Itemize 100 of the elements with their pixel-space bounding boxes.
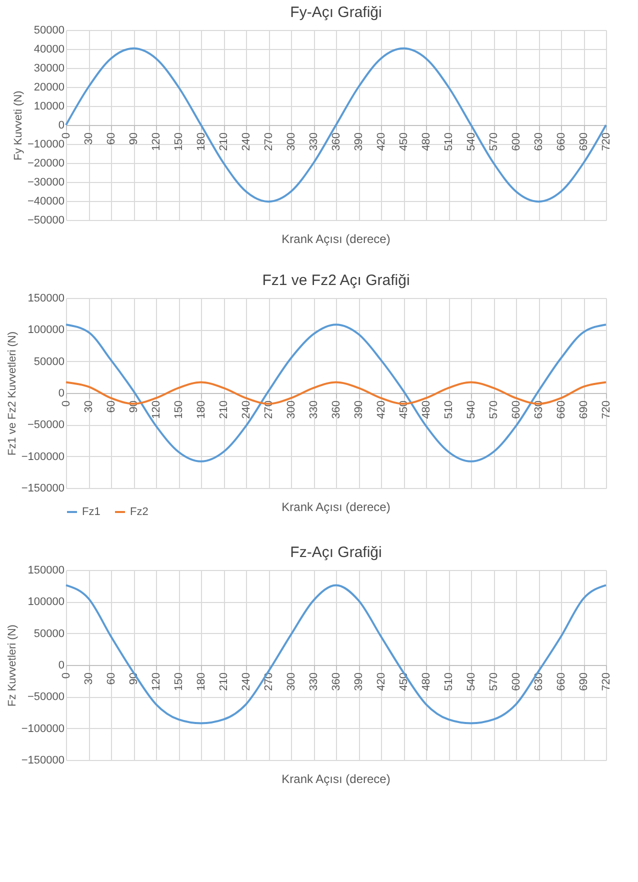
x-tick-label: 510	[443, 672, 455, 691]
x-tick-label: 690	[578, 400, 590, 419]
y-tick-label: −150000	[21, 754, 64, 766]
x-tick-label: 630	[533, 132, 545, 151]
x-tick-label: 270	[263, 132, 275, 151]
x-tick-label: 60	[106, 672, 118, 685]
x-tick-label: 600	[510, 400, 522, 419]
x-tick-label: 330	[308, 132, 320, 151]
x-tick-label: 480	[420, 672, 432, 691]
y-tick-label: −100000	[21, 722, 64, 735]
x-tick-label: 330	[308, 672, 320, 691]
x-tick-label: 600	[510, 672, 522, 691]
x-tick-label: 300	[286, 672, 298, 691]
x-tick-label: 660	[556, 132, 568, 151]
y-tick-label: 50000	[34, 24, 64, 36]
x-tick-label: 120	[150, 672, 162, 691]
x-axis-title: Krank Açısı (derece)	[282, 772, 390, 786]
x-tick-label: 510	[443, 400, 455, 419]
x-tick-label: 510	[443, 132, 455, 151]
y-tick-label: 150000	[28, 292, 64, 304]
y-tick-label: −150000	[21, 482, 64, 494]
x-tick-label: 210	[218, 672, 230, 691]
y-tick-label: −50000	[27, 214, 64, 226]
x-tick-label: 390	[353, 132, 365, 151]
x-tick-label: 30	[83, 672, 95, 685]
x-tick-label: 360	[330, 400, 342, 419]
chart-title: Fz1 ve Fz2 Açı Grafiği	[262, 272, 410, 289]
x-axis-title: Krank Açısı (derece)	[282, 232, 390, 246]
x-tick-label: 480	[420, 400, 432, 419]
x-tick-label: 690	[578, 132, 590, 151]
x-tick-label: 240	[240, 400, 252, 419]
x-tick-label: 330	[308, 400, 320, 419]
y-tick-label: −30000	[27, 176, 64, 188]
x-tick-label: 720	[600, 132, 612, 151]
x-tick-label: 660	[556, 672, 568, 691]
y-axis-title: Fz1 ve Fz2 Kuvvetleri (N)	[6, 331, 18, 456]
x-tick-label: 360	[330, 132, 342, 151]
y-tick-label: −20000	[27, 158, 64, 170]
y-tick-label: 0	[58, 660, 64, 672]
chart-title: Fz-Açı Grafiği	[290, 544, 382, 561]
y-tick-label: −40000	[27, 196, 64, 208]
x-tick-label: 210	[218, 132, 230, 151]
y-tick-label: 150000	[28, 564, 64, 576]
x-tick-label: 120	[150, 400, 162, 419]
x-tick-label: 390	[353, 672, 365, 691]
x-tick-label: 210	[218, 400, 230, 419]
x-tick-label: 720	[600, 400, 612, 419]
chart-title: Fy-Açı Grafiği	[290, 4, 382, 21]
x-tick-label: 420	[376, 672, 388, 691]
y-tick-label: 0	[58, 120, 64, 132]
x-tick-label: 180	[196, 132, 208, 151]
y-axis-title: Fy Kuvveti (N)	[12, 90, 24, 160]
x-tick-label: 60	[106, 400, 118, 413]
y-tick-label: 50000	[34, 628, 64, 640]
legend-label: Fz2	[130, 506, 148, 518]
x-tick-label: 360	[330, 672, 342, 691]
y-tick-label: −50000	[27, 419, 64, 432]
y-tick-label: 30000	[34, 62, 64, 74]
x-tick-label: 540	[466, 672, 478, 691]
x-tick-label: 450	[398, 132, 410, 151]
y-tick-label: 20000	[34, 82, 64, 94]
x-tick-label: 180	[196, 400, 208, 419]
x-tick-label: 30	[83, 132, 95, 145]
x-tick-label: 450	[398, 400, 410, 419]
x-tick-label: 570	[488, 672, 500, 691]
x-tick-label: 60	[106, 132, 118, 145]
x-tick-label: 480	[420, 132, 432, 151]
x-tick-label: 570	[488, 132, 500, 151]
y-tick-label: 10000	[34, 100, 64, 112]
x-tick-label: 90	[128, 132, 140, 145]
y-tick-label: −100000	[21, 450, 64, 463]
y-tick-label: 100000	[28, 324, 64, 336]
x-tick-label: 420	[376, 132, 388, 151]
x-tick-label: 30	[83, 400, 95, 413]
x-tick-label: 660	[556, 400, 568, 419]
y-tick-label: 0	[58, 388, 64, 400]
x-tick-label: 240	[240, 672, 252, 691]
legend-label: Fz1	[82, 506, 100, 518]
x-tick-label: 120	[150, 132, 162, 151]
y-tick-label: −10000	[27, 138, 64, 150]
y-axis-title: Fz Kuvvetleri (N)	[6, 624, 18, 706]
x-tick-label: 300	[286, 400, 298, 419]
x-tick-label: 420	[376, 400, 388, 419]
x-tick-label: 540	[466, 132, 478, 151]
y-tick-label: 100000	[28, 596, 64, 608]
x-tick-label: 180	[196, 672, 208, 691]
x-tick-label: 240	[240, 132, 252, 151]
x-tick-label: 300	[286, 132, 298, 151]
x-tick-label: 600	[510, 132, 522, 151]
x-axis-title: Krank Açısı (derece)	[282, 500, 390, 514]
x-tick-label: 540	[466, 400, 478, 419]
x-tick-label: 720	[600, 672, 612, 691]
x-tick-label: 390	[353, 400, 365, 419]
y-tick-label: 50000	[34, 356, 64, 368]
x-tick-label: 690	[578, 672, 590, 691]
x-tick-label: 150	[173, 672, 185, 691]
y-tick-label: 40000	[34, 44, 64, 56]
x-tick-label: 570	[488, 400, 500, 419]
x-tick-label: 150	[173, 400, 185, 419]
x-tick-label: 150	[173, 132, 185, 151]
